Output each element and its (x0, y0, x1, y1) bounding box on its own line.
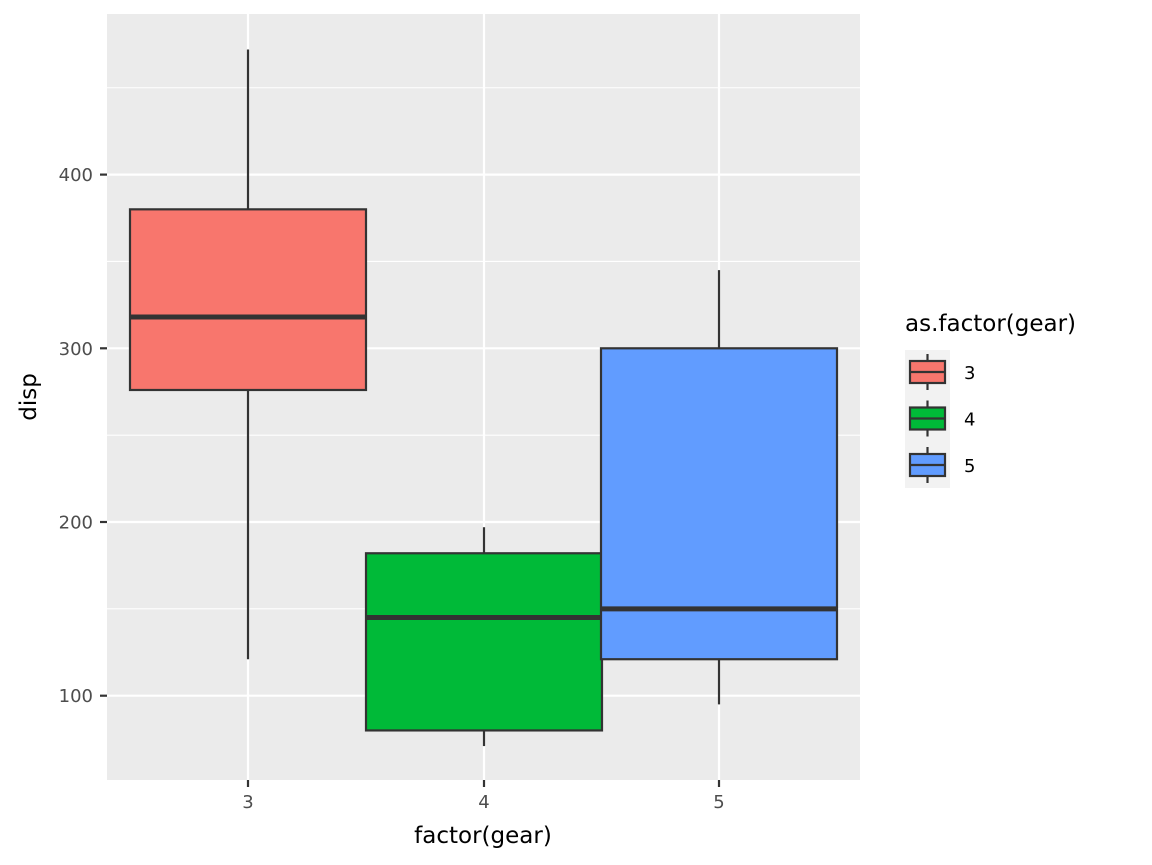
x-tick-label: 3 (242, 792, 253, 813)
x-tick-label: 5 (713, 792, 724, 813)
x-axis: 3 4 5 (242, 780, 725, 813)
box-group-3 (128, 208, 368, 392)
legend-keys: 3 4 5 (908, 354, 975, 483)
legend: as.factor(gear) 3 4 5 (905, 311, 1076, 488)
box-group-4 (364, 552, 604, 732)
x-tick-label: 4 (478, 792, 489, 813)
y-axis-title: disp (16, 373, 42, 421)
y-tick-label: 200 (59, 513, 93, 534)
y-axis: 100 200 300 400 (59, 165, 107, 707)
y-tick-label: 400 (59, 165, 93, 186)
x-axis-title: factor(gear) (414, 823, 552, 849)
legend-label-3: 3 (964, 363, 975, 384)
legend-label-5: 5 (964, 456, 975, 477)
box-group-5 (599, 347, 839, 661)
legend-title: as.factor(gear) (905, 311, 1076, 337)
box-layer (128, 49, 839, 747)
y-tick-label: 100 (59, 686, 93, 707)
y-tick-label: 300 (59, 339, 93, 360)
legend-label-4: 4 (964, 410, 975, 431)
